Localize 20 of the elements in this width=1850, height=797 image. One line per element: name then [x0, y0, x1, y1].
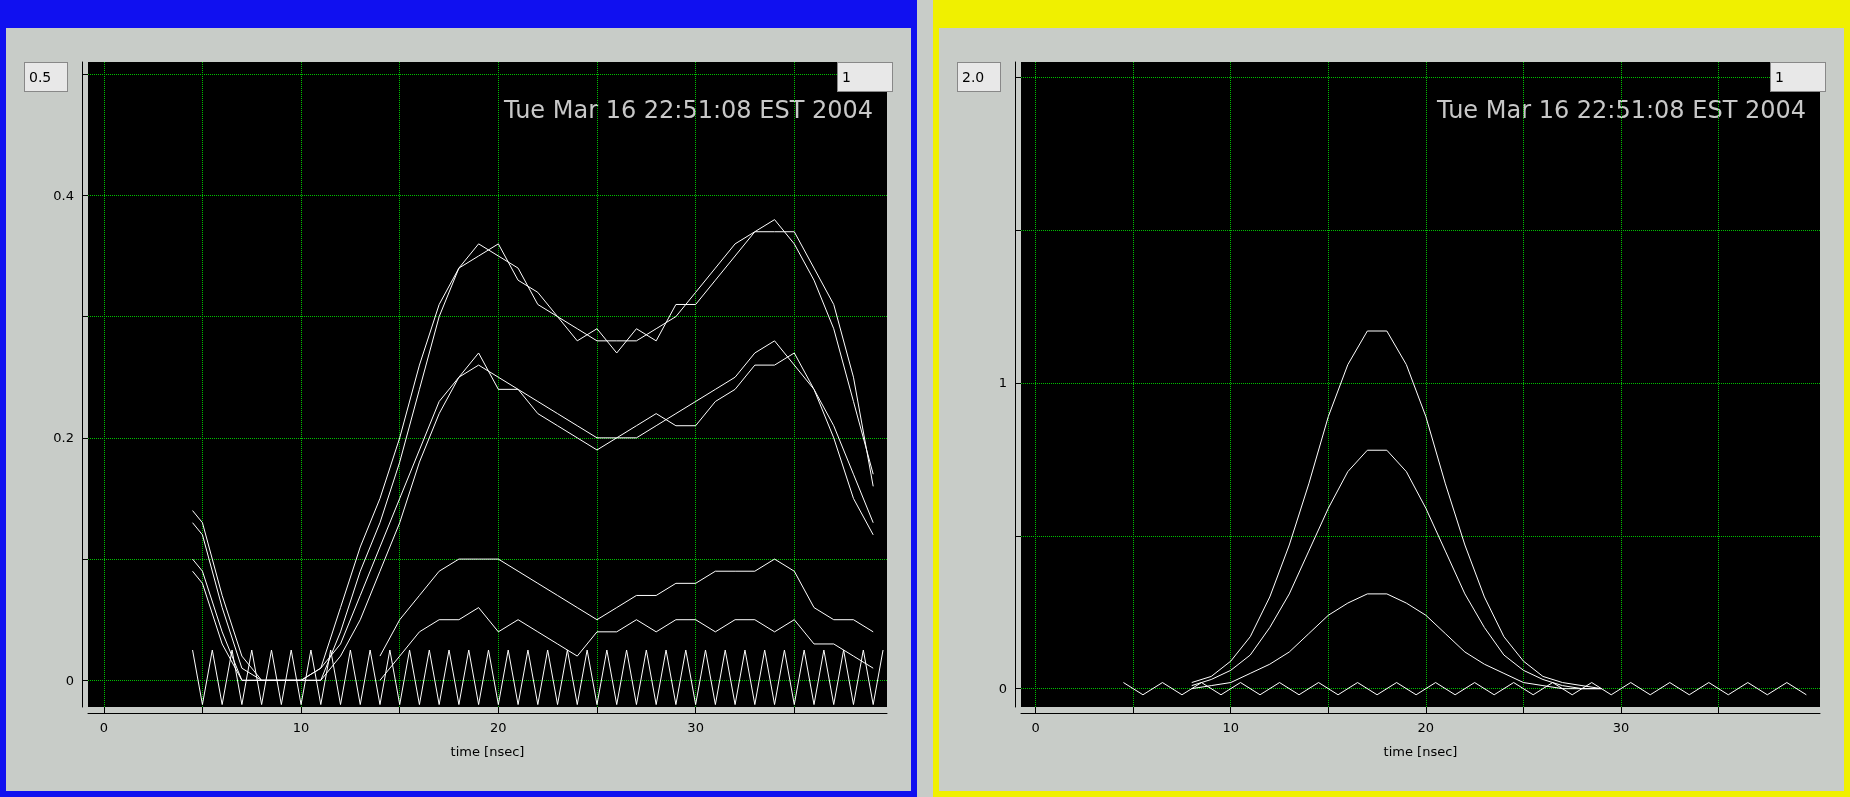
y-tick-label: 0.2 [53, 430, 74, 446]
annotation: Tue Mar 16 22:51:08 EST 2004 [1436, 96, 1807, 124]
spin-box: 0.5 [24, 62, 68, 92]
x-tick-label: 0 [99, 720, 108, 735]
spin-box: 1 [837, 62, 893, 92]
x-tick-label: 20 [1417, 720, 1435, 735]
annotation: Tue Mar 16 22:51:08 EST 2004 [503, 96, 874, 124]
y-tick-label: 0 [65, 672, 74, 688]
x-tick-label: 30 [687, 720, 704, 735]
x-tick-label: 10 [1222, 720, 1240, 735]
y-tick-label: 1 [998, 375, 1007, 391]
spin-box: 1 [1770, 62, 1826, 92]
x-tick-label: 0 [1031, 720, 1040, 735]
spin-box: 2.0 [957, 62, 1001, 92]
x-axis-title: time [nsec] [450, 744, 525, 759]
x-tick-label: 30 [1612, 720, 1630, 735]
x-axis-title: time [nsec] [1383, 744, 1458, 759]
y-tick-label: 0.4 [53, 187, 74, 203]
x-tick-label: 20 [490, 720, 507, 735]
x-tick-label: 10 [292, 720, 310, 735]
